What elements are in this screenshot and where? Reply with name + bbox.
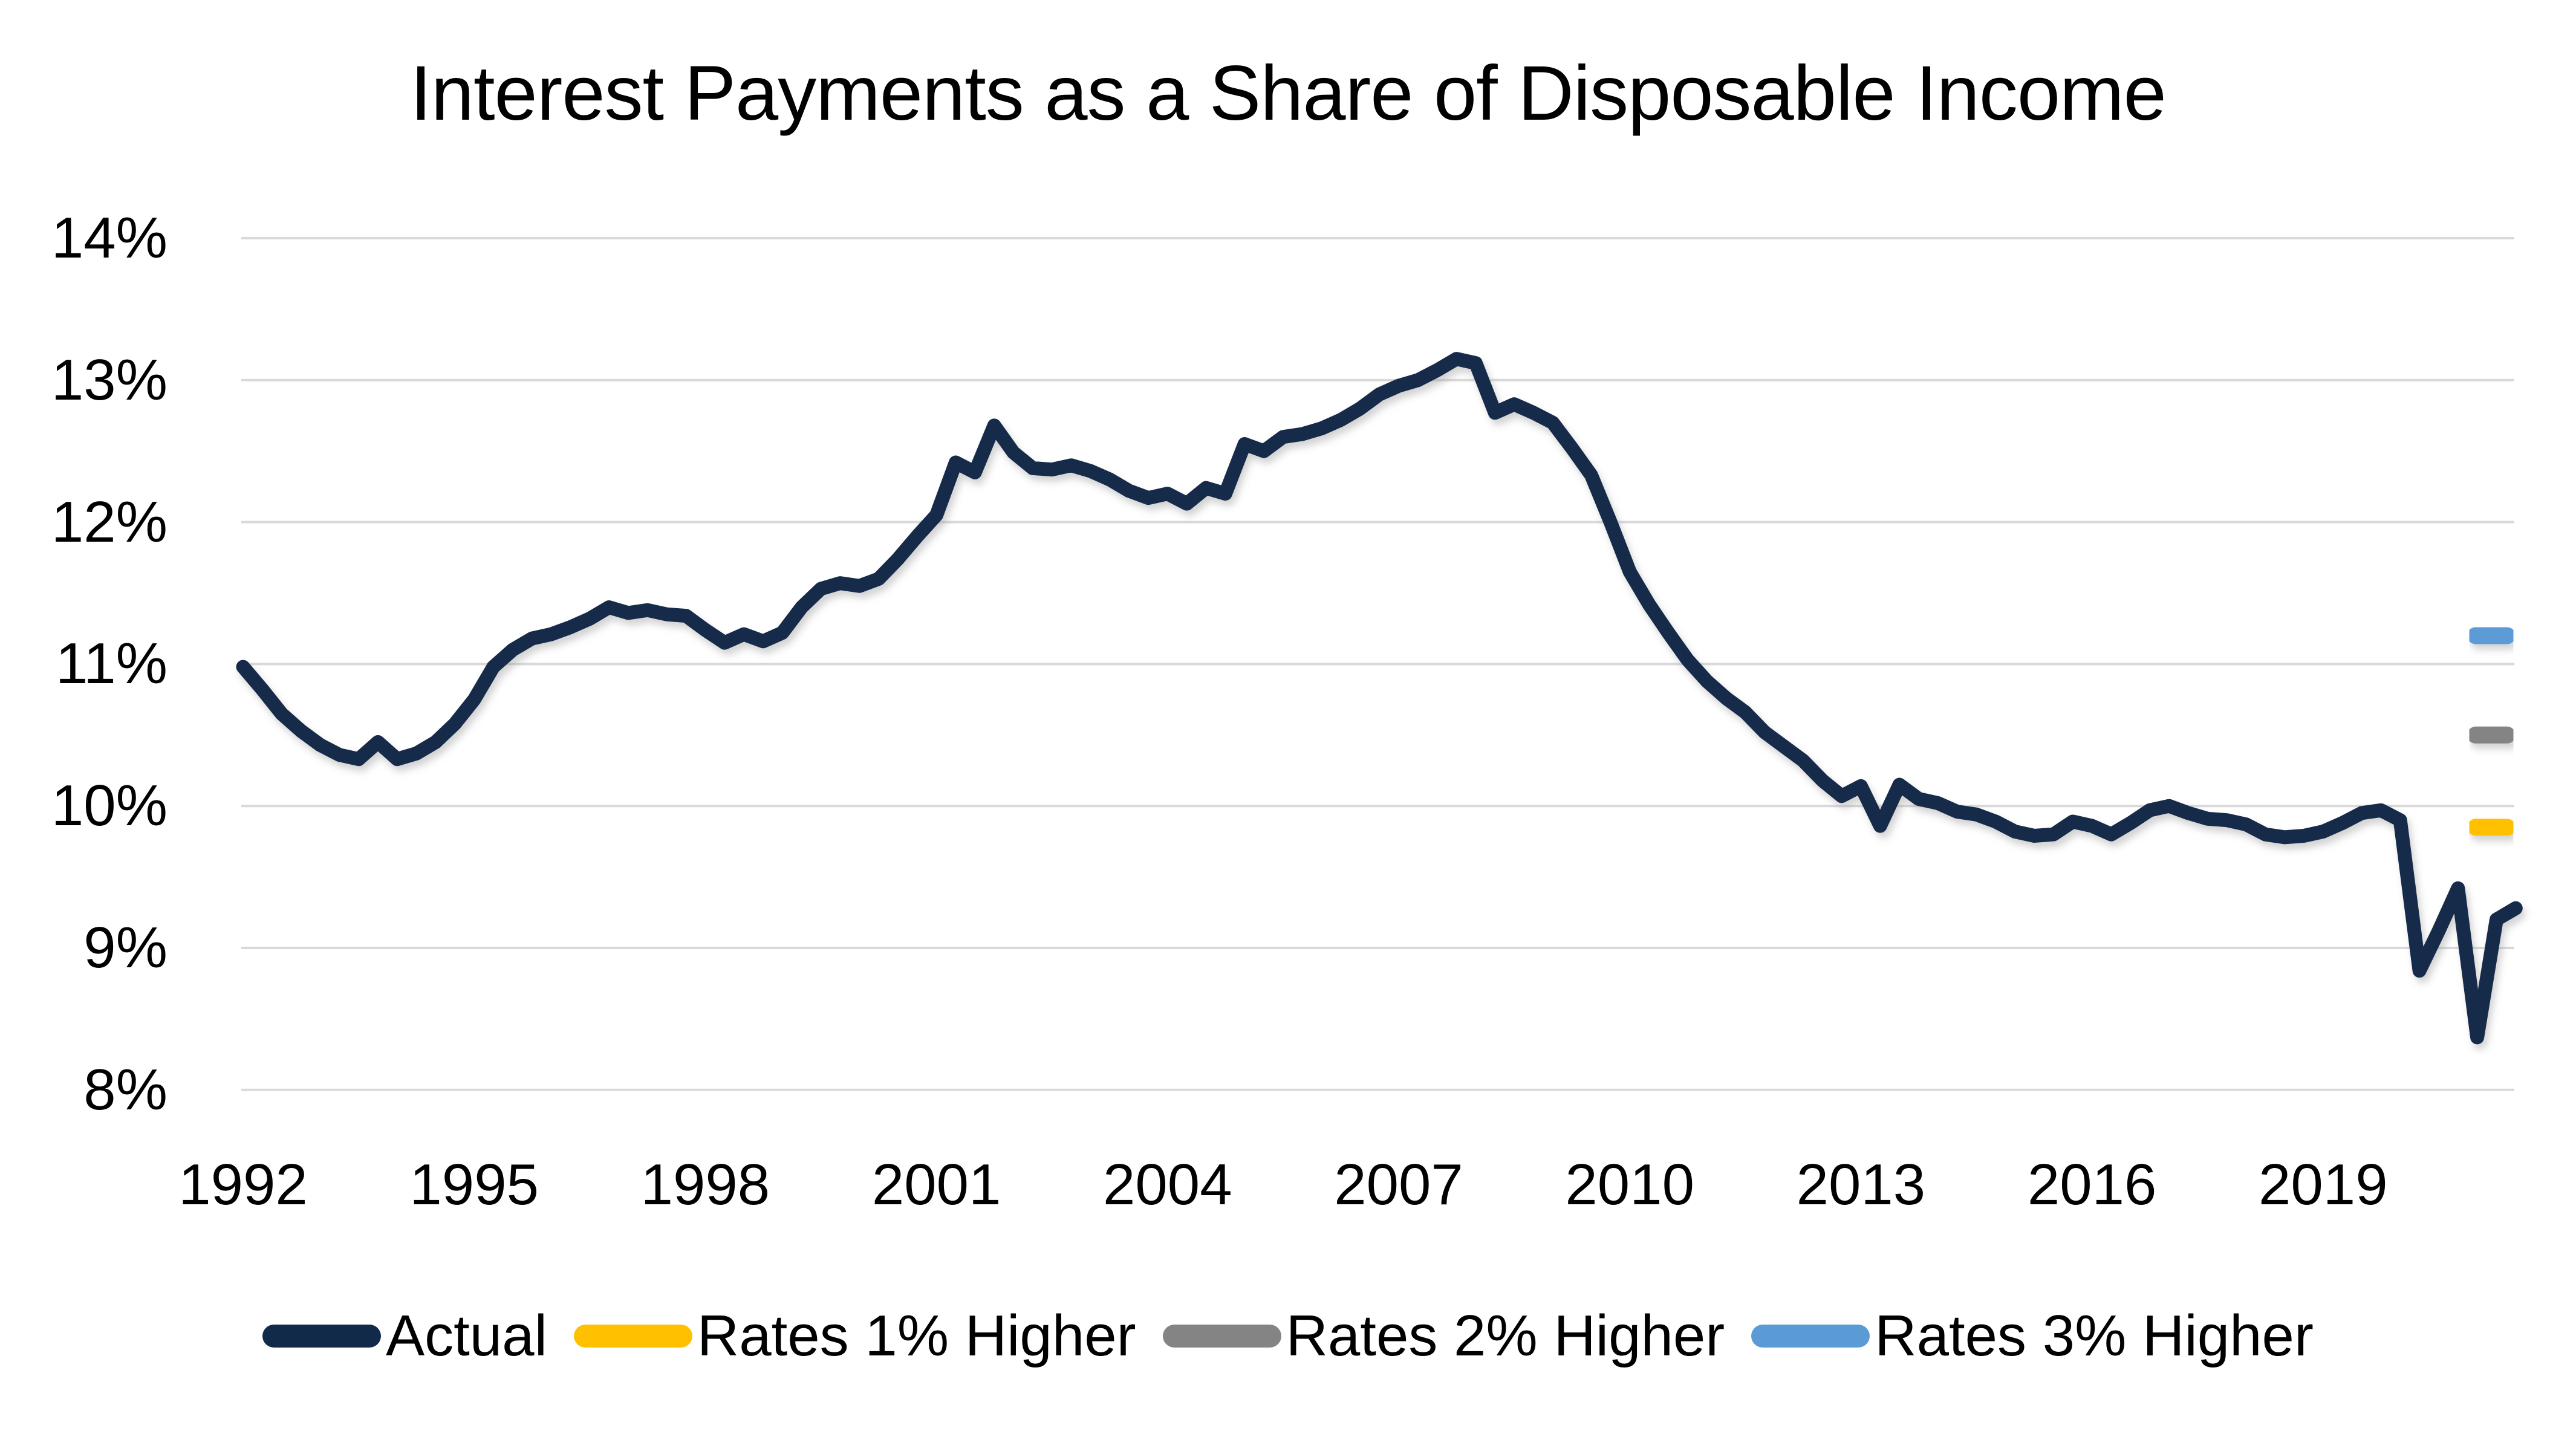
legend-item-rates-1pct-higher: Rates 1% Higher: [573, 1303, 1136, 1368]
y-tick-label-10%: 10%: [51, 773, 168, 839]
series-lines: [236, 352, 2523, 1045]
y-tick-label-14%: 14%: [51, 206, 168, 270]
y-tick-label-12%: 12%: [51, 489, 168, 554]
chart-title: Interest Payments as a Share of Disposab…: [410, 50, 2167, 137]
legend-label-rates-2pct-higher: Rates 2% Higher: [1286, 1303, 1725, 1368]
x-tick-label-2016: 2016: [2027, 1152, 2157, 1217]
x-tick-label-1992: 1992: [178, 1152, 308, 1217]
legend: Actual Rates 1% Higher Rates 2% Higher R…: [0, 1306, 2576, 1366]
legend-swatch-rates-3pct-higher: [1751, 1325, 1870, 1348]
x-tick-label-2007: 2007: [1334, 1152, 1463, 1217]
actual-series-line: [236, 352, 2523, 1045]
x-tick-label-2010: 2010: [1565, 1152, 1694, 1217]
legend-swatch-rates-1pct-higher: [573, 1325, 692, 1348]
y-tick-label-13%: 13%: [51, 347, 168, 412]
scenario-markers: [2467, 627, 2516, 836]
legend-item-rates-2pct-higher: Rates 2% Higher: [1162, 1303, 1725, 1368]
x-tick-label-2013: 2013: [1796, 1152, 1926, 1217]
legend-item-rates-3pct-higher: Rates 3% Higher: [1751, 1306, 2314, 1366]
legend-label-rates-1pct-higher: Rates 1% Higher: [697, 1303, 1136, 1368]
legend-label-actual: Actual: [386, 1303, 547, 1368]
y-tick-label-9%: 9%: [83, 915, 168, 980]
y-tick-label-8%: 8%: [83, 1057, 168, 1122]
legend-label-rates-3pct-higher: Rates 3% Higher: [1875, 1303, 2314, 1368]
legend-item-actual: Actual: [262, 1306, 547, 1366]
legend-swatch-rates-2pct-higher: [1162, 1325, 1281, 1348]
gridlines: [241, 237, 2514, 1091]
x-tick-label-2004: 2004: [1103, 1152, 1232, 1217]
x-tick-label-1998: 1998: [640, 1152, 770, 1217]
y-tick-label-11%: 11%: [55, 631, 168, 696]
x-tick-label-2001: 2001: [871, 1152, 1001, 1217]
x-tick-label-1995: 1995: [409, 1152, 539, 1217]
legend-swatch-actual: [262, 1325, 382, 1348]
x-tick-label-2019: 2019: [2259, 1152, 2388, 1217]
